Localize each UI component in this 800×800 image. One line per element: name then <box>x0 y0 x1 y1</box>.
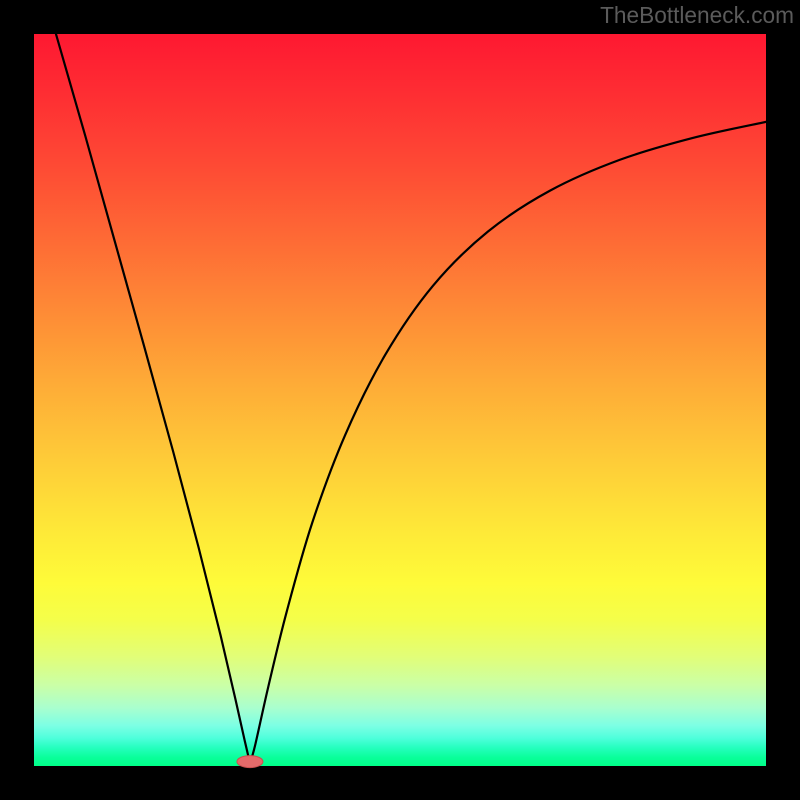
chart-svg <box>0 0 800 800</box>
minimum-marker <box>237 756 263 768</box>
watermark-text: TheBottleneck.com <box>600 2 794 29</box>
plot-background <box>34 34 766 766</box>
